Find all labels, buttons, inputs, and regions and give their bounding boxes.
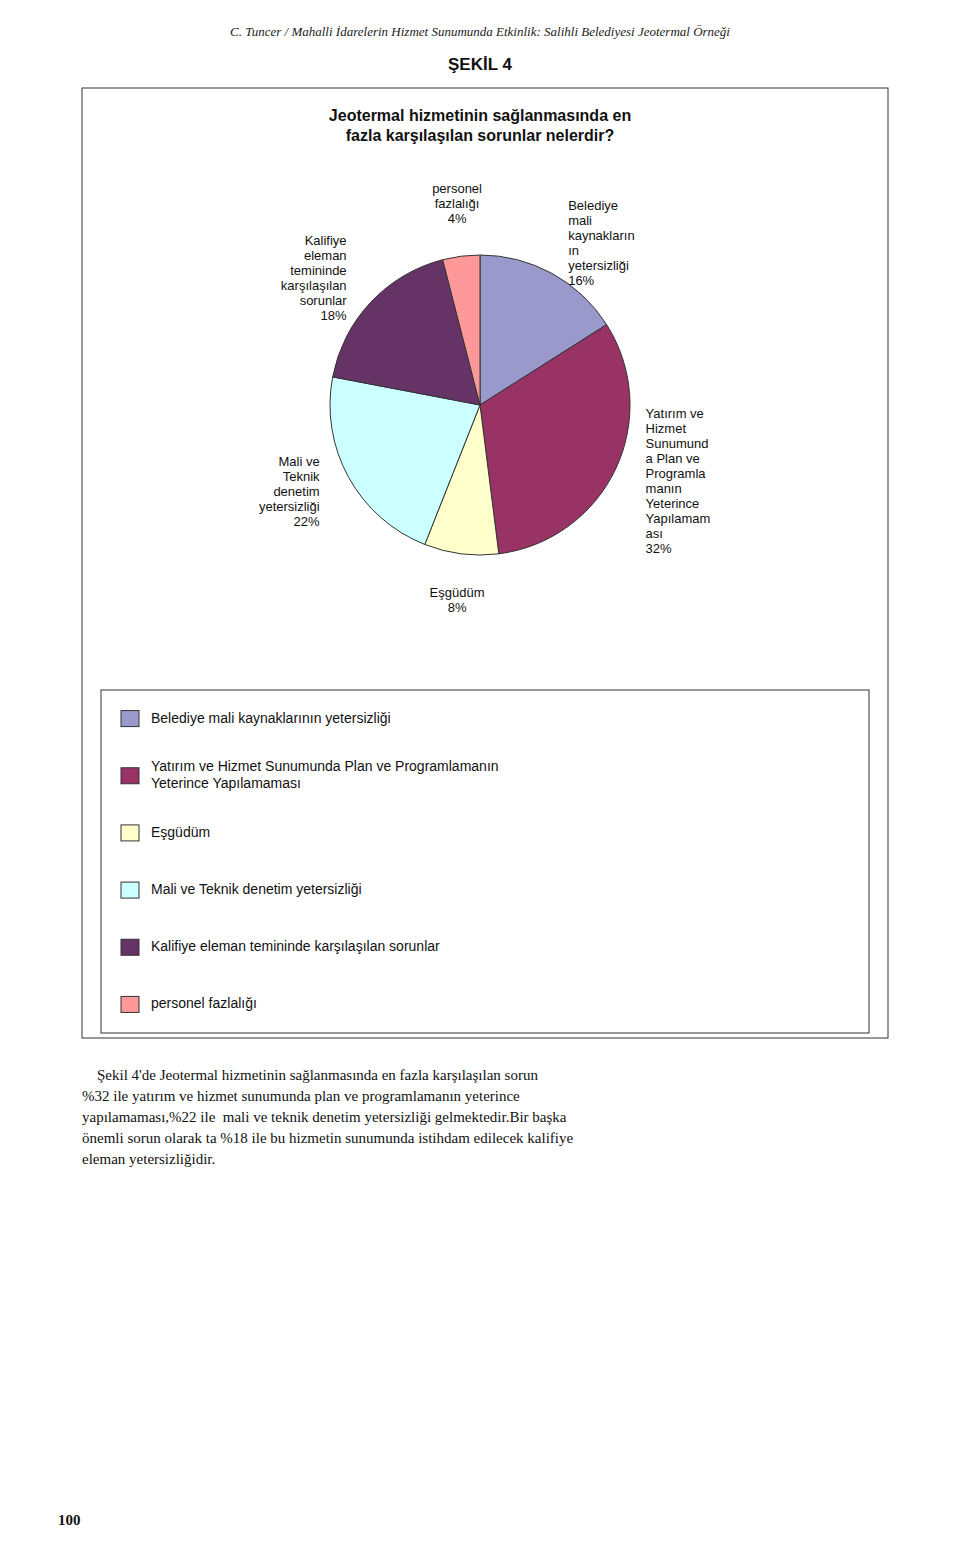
text-line: C. Tuncer / Mahalli İdarelerin Hizmet Su… <box>230 24 730 39</box>
text-line: personel fazlalığı <box>151 995 257 1011</box>
pie-slice <box>443 255 480 405</box>
text-line: Eşgüdüm <box>430 584 485 599</box>
text-line: mali <box>568 214 592 229</box>
text-line: 22% <box>294 515 320 530</box>
text-line: 100 <box>58 1512 81 1528</box>
text-line: 8% <box>448 599 467 614</box>
text-line: Yatırım ve <box>646 407 704 422</box>
data-label: Belediyemalikaynaklarınınyetersizliği16% <box>568 199 634 289</box>
text-line: ası <box>646 527 663 542</box>
text-line: Kalifiye eleman temininde karşılaşılan s… <box>151 938 440 954</box>
legend-entry: Eşgüdüm <box>151 824 210 840</box>
legend-swatch <box>121 768 139 784</box>
text-line: yetersizliği <box>568 259 629 274</box>
page-number: 100 <box>58 1512 81 1528</box>
text-line: yapılamaması,%22 ile mali ve teknik dene… <box>82 1109 567 1125</box>
text-line: Yeterince <box>646 497 700 512</box>
text-line: Belediye <box>568 199 618 214</box>
text-line: önemli sorun olarak ta %18 ile bu hizmet… <box>82 1130 573 1146</box>
text-line: fazla karşılaşılan sorunlar nelerdir? <box>346 127 615 144</box>
text-line: fazlalığı <box>435 196 480 211</box>
text-line: 18% <box>321 309 347 324</box>
legend-swatch <box>121 711 139 727</box>
pie <box>330 255 630 555</box>
text-line: personel <box>432 181 482 196</box>
text-line: Yatırım ve Hizmet Sunumunda Plan ve Prog… <box>151 758 499 774</box>
text-line: eleman <box>304 249 347 264</box>
data-label: Kalifiyeelemanteminindekarşılaşılansorun… <box>281 234 347 324</box>
data-label: Yatırım veHizmetSunumunda Plan veProgram… <box>646 407 711 557</box>
text-line: yetersizliği <box>259 500 320 515</box>
text-line: kaynakların <box>568 229 634 244</box>
legend-swatch <box>121 882 139 898</box>
legend-entry: Belediye mali kaynaklarının yetersizliği <box>151 709 391 725</box>
legend-entry: Kalifiye eleman temininde karşılaşılan s… <box>151 938 440 954</box>
text-line: Hizmet <box>646 422 687 437</box>
text-line: Şekil 4'de Jeotermal hizmetinin sağlanma… <box>82 1067 538 1083</box>
text-line: manın <box>646 482 682 497</box>
legend: Belediye mali kaynaklarının yetersizliği… <box>101 690 869 1033</box>
page-header: C. Tuncer / Mahalli İdarelerin Hizmet Su… <box>230 24 730 39</box>
text-line: temininde <box>290 264 346 279</box>
text-line: 4% <box>448 211 467 226</box>
text-line: Jeotermal hizmetinin sağlanmasında en <box>329 107 631 124</box>
legend-swatch <box>121 939 139 955</box>
text-line: Yeterince Yapılamaması <box>151 775 301 791</box>
text-line: karşılaşılan <box>281 279 347 294</box>
text-line: Yapılamam <box>646 512 711 527</box>
legend-frame <box>101 690 869 1033</box>
page: {"header": "C. Tuncer / Mahalli İdareler… <box>0 0 960 1561</box>
data-label: personelfazlalığı4% <box>432 181 482 226</box>
legend-entry: Mali ve Teknik denetim yetersizliği <box>151 881 362 897</box>
data-label: Eşgüdüm8% <box>430 584 485 614</box>
page-svg: C. Tuncer / Mahalli İdarelerin Hizmet Su… <box>0 0 960 1561</box>
text-line: ŞEKİL 4 <box>448 55 512 74</box>
pie-slice <box>330 377 480 545</box>
chart-title: Jeotermal hizmetinin sağlanmasında en faz… <box>329 107 631 144</box>
data-label: Mali veTeknikdenetimyetersizliği22% <box>259 455 320 530</box>
body-text: Şekil 4'de Jeotermal hizmetinin sağlanma… <box>82 1067 573 1167</box>
chart-frame <box>82 88 888 1038</box>
text-line: Mali ve <box>278 455 319 470</box>
text-line: ın <box>568 244 579 259</box>
text-line: sorunlar <box>300 294 348 309</box>
pie-slice <box>480 325 630 554</box>
legend-swatch <box>121 825 139 841</box>
background <box>0 0 960 1561</box>
text-line: Eşgüdüm <box>151 824 210 840</box>
text-line: Teknik <box>283 470 320 485</box>
text-line: Belediye mali kaynaklarının yetersizliği <box>151 709 391 725</box>
text-line: denetim <box>273 485 319 500</box>
legend-entry: personel fazlalığı <box>151 995 257 1011</box>
text-line: 16% <box>568 274 594 289</box>
figure-title: ŞEKİL 4 <box>448 55 512 74</box>
text-line: Kalifiye <box>305 234 347 249</box>
text-line: %32 ile yatırım ve hizmet sunumunda plan… <box>82 1088 520 1104</box>
text-line: Programla <box>646 467 707 482</box>
text-line: 32% <box>646 542 672 557</box>
legend-swatch <box>121 996 139 1012</box>
text-line: a Plan ve <box>646 452 700 467</box>
pie-labels: Belediyemalikaynaklarınınyetersizliği16%… <box>259 181 710 614</box>
legend-entry: Yatırım ve Hizmet Sunumunda Plan ve Prog… <box>151 758 499 791</box>
text-line: eleman yetersizliğidir. <box>82 1151 215 1167</box>
text-line: Sunumund <box>646 437 709 452</box>
text-line: Mali ve Teknik denetim yetersizliği <box>151 881 362 897</box>
chart-container: C. Tuncer / Mahalli İdarelerin Hizmet Su… <box>0 0 960 1561</box>
